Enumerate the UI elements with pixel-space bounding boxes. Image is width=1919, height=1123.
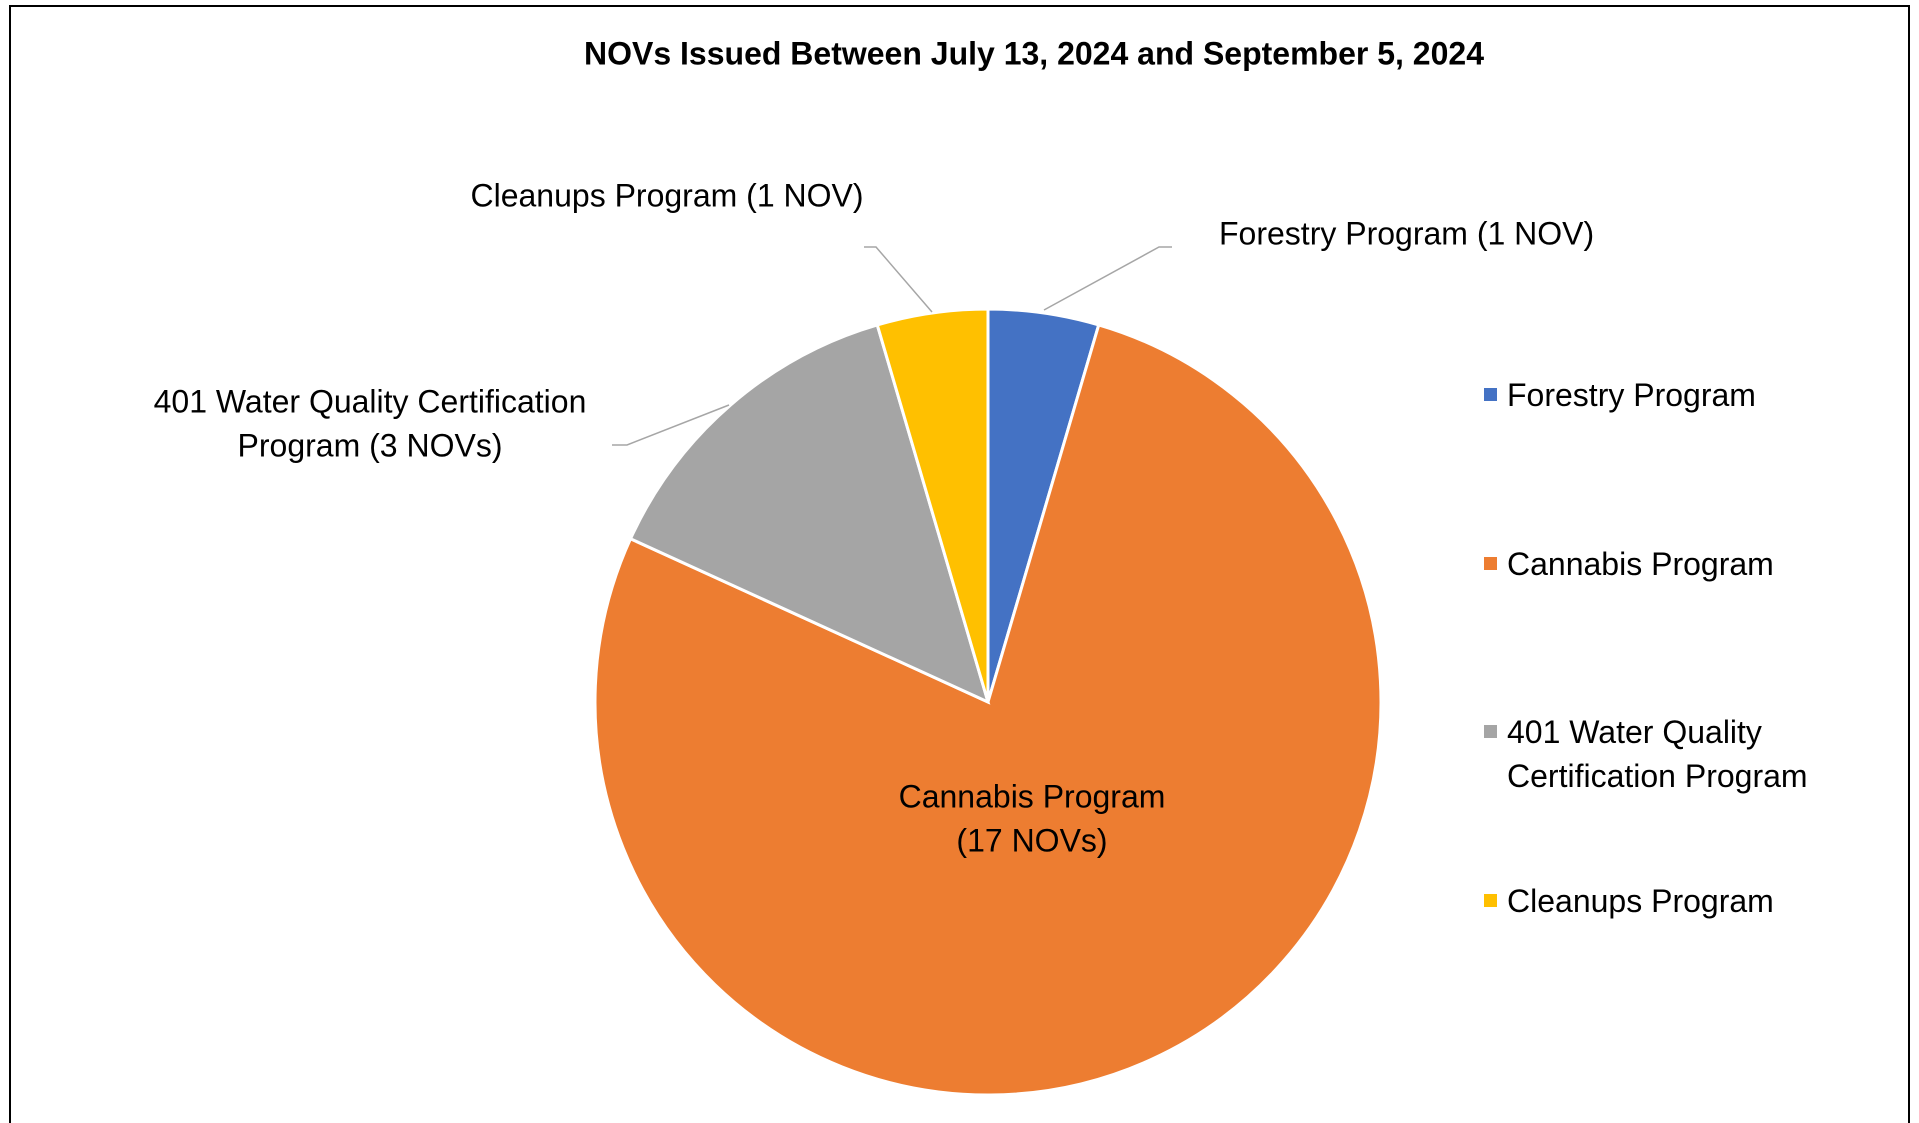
legend-label: Cleanups Program	[1507, 883, 1774, 919]
legend-item: Cannabis Program	[1484, 542, 1874, 586]
legend-item: Forestry Program	[1484, 373, 1874, 417]
legend-swatch	[1484, 894, 1497, 907]
legend-label: Forestry Program	[1507, 377, 1756, 413]
data-label: Cannabis Program	[899, 778, 1166, 814]
leader-line	[1043, 246, 1172, 311]
legend-label: 401 Water Quality Certification Program	[1507, 714, 1808, 794]
legend-item: Cleanups Program	[1484, 879, 1874, 923]
data-label: 401 Water Quality Certification	[154, 383, 587, 419]
data-label: Cleanups Program (1 NOV)	[470, 177, 863, 213]
legend-swatch	[1484, 725, 1497, 738]
pie-slice	[875, 307, 990, 703]
legend-label: Cannabis Program	[1507, 546, 1774, 582]
chart-title: NOVs Issued Between July 13, 2024 and Se…	[584, 35, 1484, 71]
legend-item: 401 Water Quality Certification Program	[1484, 710, 1874, 798]
pie-slice	[628, 323, 991, 705]
data-label: Forestry Program (1 NOV)	[1219, 215, 1594, 251]
leader-line	[612, 404, 730, 446]
legend-swatch	[1484, 388, 1497, 401]
pie-slice	[593, 323, 1383, 1097]
legend-swatch	[1484, 557, 1497, 570]
data-label: Program (3 NOVs)	[238, 427, 503, 463]
data-label: (17 NOVs)	[956, 822, 1107, 858]
leader-line	[864, 246, 933, 313]
